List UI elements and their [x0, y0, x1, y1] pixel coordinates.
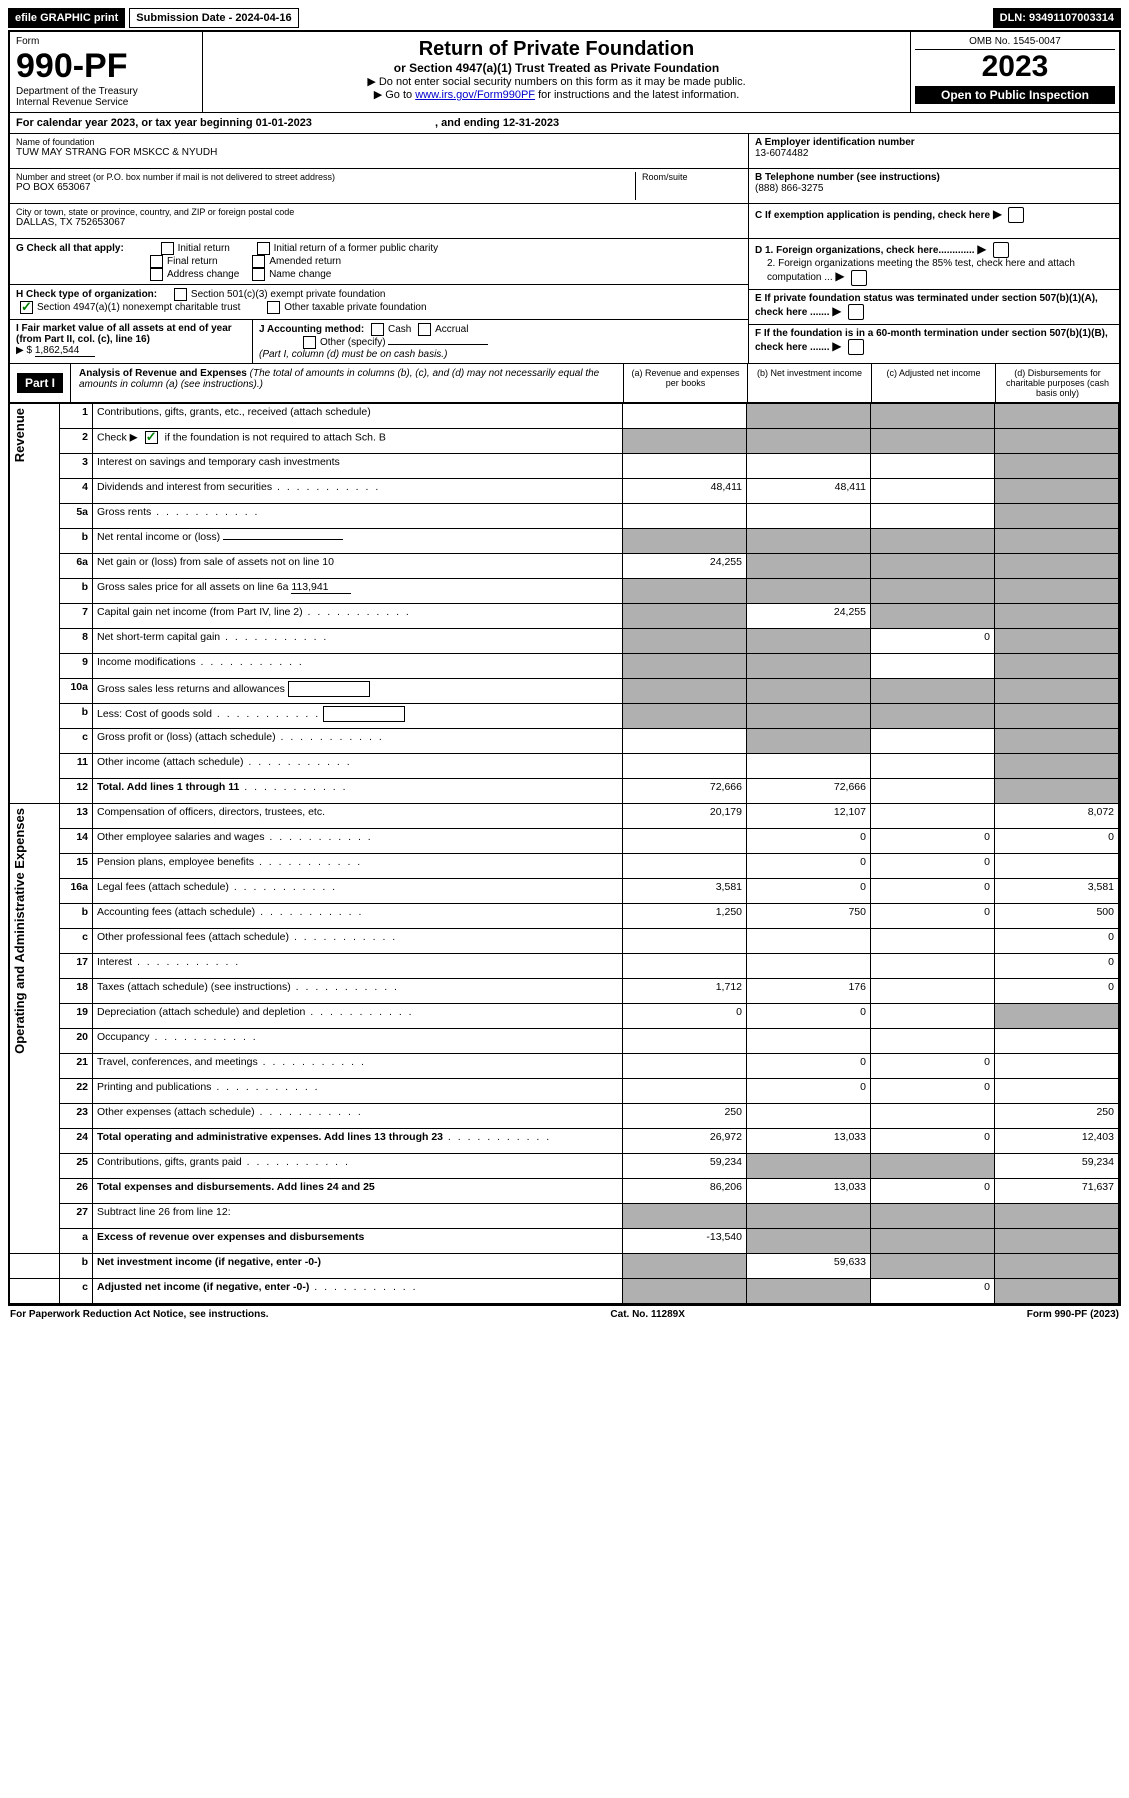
checkbox-85-test[interactable] — [851, 270, 867, 286]
form-title: Return of Private Foundation — [209, 38, 904, 61]
name-label: Name of foundation — [16, 137, 742, 147]
form-header: Form 990-PF Department of the Treasury I… — [10, 32, 1119, 113]
submission-date: Submission Date - 2024-04-16 — [129, 8, 298, 28]
col-b-header: (b) Net investment income — [747, 364, 871, 402]
checkbox-exemption-pending[interactable] — [1008, 207, 1024, 223]
dept-treasury: Department of the Treasury — [16, 86, 196, 97]
instruction-2: ▶ Go to www.irs.gov/Form990PF for instru… — [209, 88, 904, 101]
checkbox-foreign-org[interactable] — [993, 242, 1009, 258]
phone-label: B Telephone number (see instructions) — [755, 172, 1113, 183]
efile-badge: efile GRAPHIC print — [8, 8, 125, 28]
city-label: City or town, state or province, country… — [16, 207, 742, 217]
checkbox-4947[interactable] — [20, 301, 33, 314]
checkbox-other-taxable[interactable] — [267, 301, 280, 314]
checkbox-sch-b[interactable] — [145, 431, 158, 444]
phone-value: (888) 866-3275 — [755, 183, 1113, 194]
j-label: J Accounting method: — [259, 324, 364, 335]
addr-label: Number and street (or P.O. box number if… — [16, 172, 635, 182]
part1-badge: Part I — [17, 373, 63, 393]
city-state-zip: DALLAS, TX 752653067 — [16, 217, 742, 228]
e-label: E If private foundation status was termi… — [755, 293, 1098, 318]
checkbox-cash[interactable] — [371, 323, 384, 336]
checkbox-address-change[interactable] — [150, 268, 163, 281]
tax-year: 2023 — [915, 50, 1115, 84]
address: PO BOX 653067 — [16, 182, 635, 193]
revenue-label: Revenue — [10, 404, 29, 466]
i-label: I Fair market value of all assets at end… — [16, 323, 232, 345]
c-label: C If exemption application is pending, c… — [755, 210, 990, 221]
form-subtitle: or Section 4947(a)(1) Trust Treated as P… — [209, 61, 904, 75]
checkbox-501c3[interactable] — [174, 288, 187, 301]
col-d-header: (d) Disbursements for charitable purpose… — [995, 364, 1119, 402]
f-label: F If the foundation is in a 60-month ter… — [755, 328, 1108, 353]
h-label: H Check type of organization: — [16, 289, 157, 300]
irs-link[interactable]: www.irs.gov/Form990PF — [415, 89, 535, 101]
checkbox-initial[interactable] — [161, 242, 174, 255]
checkbox-60month[interactable] — [848, 339, 864, 355]
col-c-header: (c) Adjusted net income — [871, 364, 995, 402]
checkbox-amended[interactable] — [252, 255, 265, 268]
dln-badge: DLN: 93491107003314 — [993, 8, 1121, 28]
ein-label: A Employer identification number — [755, 137, 1113, 148]
calendar-year-row: For calendar year 2023, or tax year begi… — [10, 113, 1119, 134]
omb-number: OMB No. 1545-0047 — [915, 36, 1115, 50]
d2-label: 2. Foreign organizations meeting the 85%… — [767, 258, 1075, 283]
top-bar: efile GRAPHIC print Submission Date - 20… — [8, 8, 1121, 28]
open-inspection-badge: Open to Public Inspection — [915, 86, 1115, 104]
part1-header-row: Part I Analysis of Revenue and Expenses … — [10, 364, 1119, 403]
j-note: (Part I, column (d) must be on cash basi… — [259, 349, 447, 360]
checkbox-name-change[interactable] — [252, 268, 265, 281]
room-label: Room/suite — [642, 172, 742, 182]
checkbox-final[interactable] — [150, 255, 163, 268]
checkbox-other-method[interactable] — [303, 336, 316, 349]
instruction-1: ▶ Do not enter social security numbers o… — [209, 75, 904, 88]
dept-irs: Internal Revenue Service — [16, 97, 196, 108]
g-label: G Check all that apply: — [16, 243, 124, 254]
revenue-expense-table: Revenue 1Contributions, gifts, grants, e… — [10, 403, 1119, 1304]
checkbox-initial-former[interactable] — [257, 242, 270, 255]
expenses-label: Operating and Administrative Expenses — [10, 804, 29, 1058]
part1-title: Analysis of Revenue and Expenses — [79, 368, 247, 379]
foundation-name: TUW MAY STRANG FOR MSKCC & NYUDH — [16, 147, 742, 158]
d1-label: D 1. Foreign organizations, check here..… — [755, 245, 975, 256]
col-a-header: (a) Revenue and expenses per books — [623, 364, 747, 402]
form-number: 990-PF — [16, 47, 196, 86]
checkbox-accrual[interactable] — [418, 323, 431, 336]
form-ref: Form 990-PF (2023) — [1027, 1309, 1119, 1320]
entity-info: Name of foundation TUW MAY STRANG FOR MS… — [10, 134, 1119, 364]
fmv-value: 1,862,544 — [35, 345, 95, 357]
checkbox-terminated[interactable] — [848, 304, 864, 320]
footer: For Paperwork Reduction Act Notice, see … — [8, 1306, 1121, 1323]
cat-no: Cat. No. 11289X — [610, 1309, 684, 1320]
ein-value: 13-6074482 — [755, 148, 1113, 159]
form-label: Form — [16, 36, 196, 47]
paperwork-notice: For Paperwork Reduction Act Notice, see … — [10, 1309, 269, 1320]
form-container: Form 990-PF Department of the Treasury I… — [8, 30, 1121, 1306]
